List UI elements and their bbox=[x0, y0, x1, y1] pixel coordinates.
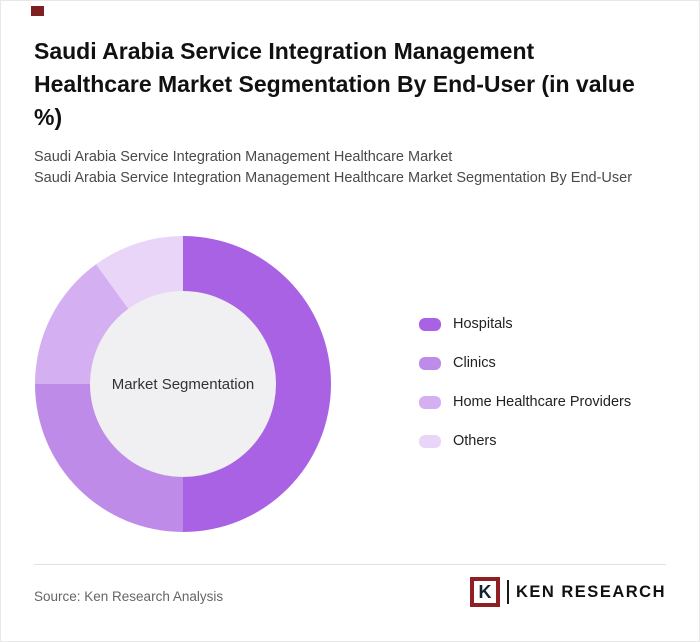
chart-area: Market Segmentation Hospitals Clinics Ho… bbox=[33, 234, 669, 536]
legend-label: Hospitals bbox=[453, 316, 513, 332]
donut-hole bbox=[90, 291, 276, 477]
legend-label: Others bbox=[453, 433, 497, 449]
legend-swatch bbox=[419, 395, 441, 409]
legend-label: Clinics bbox=[453, 355, 496, 371]
legend-swatch bbox=[419, 356, 441, 370]
legend-item: Others bbox=[419, 433, 631, 449]
legend-item: Clinics bbox=[419, 355, 631, 371]
brand-logo: K KEN RESEARCH bbox=[469, 577, 666, 607]
source-note: Source: Ken Research Analysis bbox=[34, 589, 224, 604]
page-title: Saudi Arabia Service Integration Managem… bbox=[34, 38, 635, 130]
legend-swatch bbox=[419, 317, 441, 331]
legend-item: Home Healthcare Providers bbox=[419, 394, 631, 410]
legend-label: Home Healthcare Providers bbox=[453, 394, 632, 410]
footer-divider bbox=[34, 564, 666, 565]
brand-separator bbox=[506, 580, 509, 604]
subtitle-line-2: Saudi Arabia Service Integration Managem… bbox=[34, 169, 633, 186]
legend-item: Hospitals bbox=[419, 316, 631, 332]
brand-name: KEN RESEARCH bbox=[515, 582, 666, 601]
donut-center-label: Market Segmentation bbox=[112, 376, 255, 393]
chart-subtitles: Saudi Arabia Service Integration Managem… bbox=[34, 147, 674, 188]
donut-chart: Market Segmentation bbox=[33, 234, 333, 534]
brand-k-icon: K bbox=[469, 577, 500, 607]
chart-legend: Hospitals Clinics Home Healthcare Provid… bbox=[419, 316, 631, 472]
subtitle-line-1: Saudi Arabia Service Integration Managem… bbox=[34, 149, 453, 165]
legend-swatch bbox=[419, 434, 441, 448]
donut-svg: Market Segmentation bbox=[35, 236, 331, 532]
accent-square bbox=[31, 6, 44, 16]
